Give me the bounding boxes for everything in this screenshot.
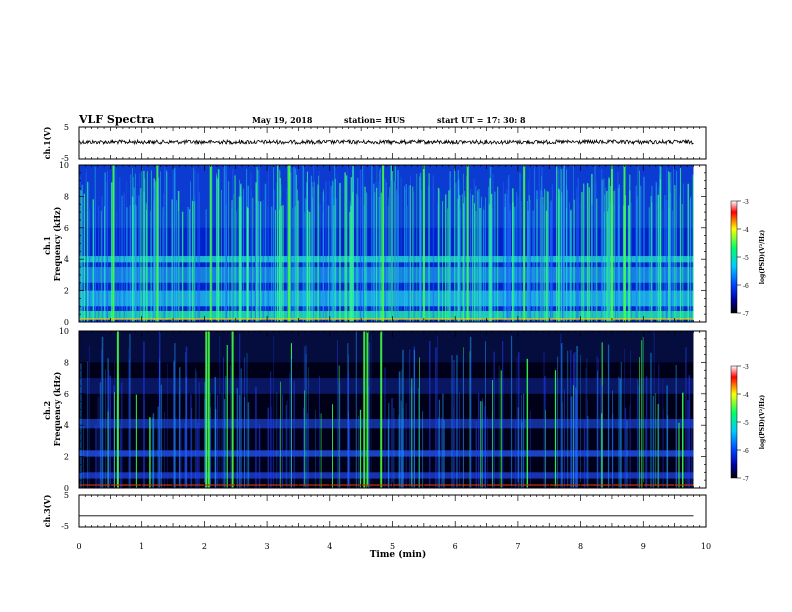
freq-tick-label: 6 — [64, 224, 69, 233]
time-tick-label: 1 — [139, 542, 144, 551]
colorbar-ch2-gradient — [730, 365, 738, 479]
freq-tick-label: 8 — [64, 358, 69, 367]
colorbar-tick-label: -5 — [743, 255, 749, 262]
freq-tick-label: 2 — [64, 287, 69, 296]
colorbar-tick-label: -7 — [743, 311, 749, 318]
panel-ch1-waveform: 5 -5 ch.1(V) — [42, 123, 707, 163]
colorbar-ch2: -3 -4 -5 -6 -7 log(PSD)(V²/Hz) — [730, 364, 766, 483]
colorbar-tick-label: -3 — [743, 199, 749, 206]
freq-tick-label: 6 — [64, 390, 69, 399]
time-tick-label: 7 — [515, 542, 520, 551]
ch3-ytick-neg5: -5 — [61, 522, 69, 531]
station-label: station= HUS — [344, 115, 406, 125]
ch3-ylabel: ch.3(V) — [42, 494, 52, 527]
time-tick-label: 5 — [390, 542, 395, 551]
ch1-spectrogram-image — [79, 165, 694, 322]
time-tick-label: 10 — [701, 542, 711, 551]
spectrogram-band — [79, 472, 694, 479]
date-label: May 19, 2018 — [252, 115, 313, 125]
ch2-freq-axis-ch: ch.2 — [42, 401, 52, 420]
ch1-freq-axis-ch: ch.1 — [42, 236, 52, 255]
freq-tick-label: 10 — [59, 161, 69, 170]
time-tick-label: 2 — [202, 542, 207, 551]
ch3-ytick-5: 5 — [64, 491, 69, 500]
colorbar-tick-label: -5 — [743, 420, 749, 427]
waveform-trace — [78, 138, 694, 146]
spectrogram-band — [79, 418, 694, 429]
colorbar-tick-label: -7 — [743, 476, 749, 483]
time-axis-title: Time (min) — [370, 549, 427, 560]
colorbar-ch1-label: log(PSD)(V²/Hz) — [759, 230, 766, 285]
colorbar-tick-label: -4 — [743, 227, 749, 234]
freq-tick-label: 4 — [64, 255, 69, 264]
time-tick-label: 4 — [327, 542, 332, 551]
colorbar-tick-label: -6 — [743, 283, 749, 290]
figure-title: VLF Spectra — [79, 113, 155, 126]
freq-tick-label: 8 — [64, 192, 69, 201]
colorbar-ch1: -3 -4 -5 -6 -7 log(PSD)(V²/Hz) — [730, 199, 766, 318]
panel-ch3-waveform: 5 -5 ch.3(V) — [42, 491, 707, 531]
time-axis-tick-labels: 0 1 2 3 4 5 6 7 8 9 10 — [76, 542, 711, 551]
time-tick-label: 8 — [578, 542, 583, 551]
start-time-label: start UT = 17: 30: 8 — [437, 115, 526, 125]
ch2-freq-axis-unit: Frequency (kHz) — [52, 371, 62, 446]
freq-tick-label: 0 — [64, 484, 69, 493]
freq-tick-label: 4 — [64, 421, 69, 430]
time-tick-label: 9 — [641, 542, 646, 551]
freq-tick-label: 0 — [64, 318, 69, 327]
spectrogram-band — [79, 450, 694, 457]
ch1-ylabel: ch.1(V) — [42, 126, 52, 159]
colorbar-tick-label: -3 — [743, 364, 749, 371]
ch1-ytick-neg5: -5 — [61, 154, 69, 163]
time-tick-label: 3 — [265, 542, 270, 551]
panel-ch1-spectrogram: 0 2 4 6 8 10 ch.1 Frequency (kHz) — [42, 161, 707, 327]
ch1-freq-axis-unit: Frequency (kHz) — [52, 206, 62, 281]
ch2-spectrogram-image — [79, 331, 694, 488]
time-tick-label: 6 — [453, 542, 458, 551]
freq-tick-label: 10 — [59, 327, 69, 336]
freq-tick-label: 2 — [64, 453, 69, 462]
ch1-ytick-5: 5 — [64, 123, 69, 132]
colorbar-ch1-gradient — [730, 200, 738, 314]
panel-ch2-spectrogram: 0 2 4 6 8 10 ch.2 Frequency (kHz) — [42, 327, 707, 493]
spectrogram-band — [79, 331, 694, 363]
colorbar-ch2-label: log(PSD)(V²/Hz) — [759, 395, 766, 450]
colorbar-tick-label: -6 — [743, 448, 749, 455]
ch2-freq-axis-title: ch.2 Frequency (kHz) — [42, 371, 62, 446]
time-tick-label: 0 — [76, 542, 81, 551]
colorbar-tick-label: -4 — [743, 392, 749, 399]
ch1-freq-axis-title: ch.1 Frequency (kHz) — [42, 206, 62, 281]
